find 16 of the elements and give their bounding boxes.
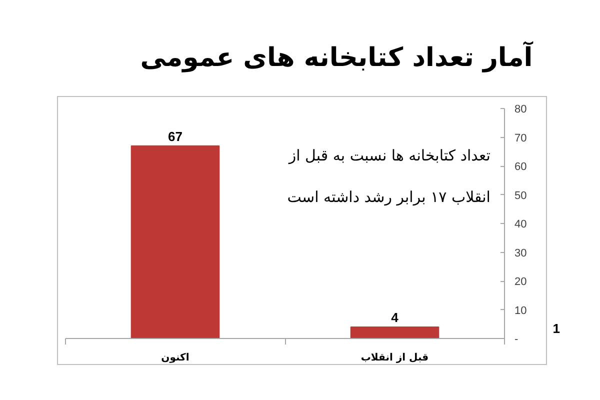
y-tick-label: 40 [514,218,527,230]
y-tick-label: 10 [514,304,527,317]
y-tick-label: 70 [514,132,527,144]
y-tick-label: 30 [514,247,527,260]
data-label: 4 [391,310,400,325]
data-label: 67 [168,128,182,144]
x-tick-label: قبل از انقلاب [360,352,429,364]
y-tick-label: 60 [514,161,527,173]
chart-title: آمار تعداد کتابخانه های عمومی [140,41,534,74]
y-tick-label: 50 [514,190,527,202]
text: تعداد کتابخانه ها نسبت به قبل از انقلاب ۱۷ برابر رشد داشته است [287,146,490,206]
text: 1 [552,320,560,336]
x-tick-label: اکنون [161,352,190,364]
y-tick-label: 80 [514,104,527,116]
y-tick-label: 20 [514,276,527,288]
y-tick-label: - [514,334,518,346]
